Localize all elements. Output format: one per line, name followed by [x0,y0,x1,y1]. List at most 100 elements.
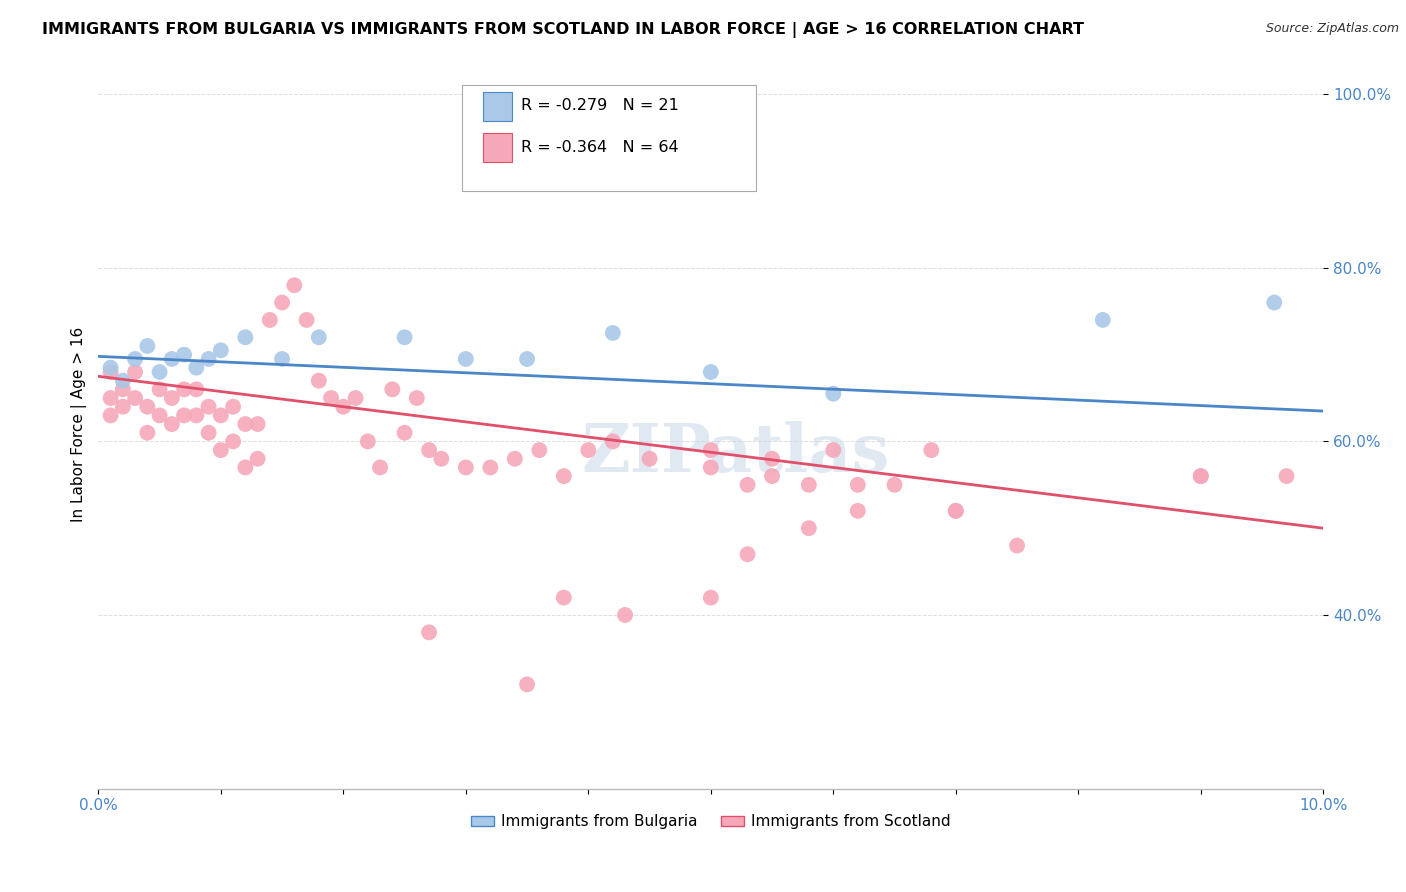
Point [553,591,575,605]
FancyBboxPatch shape [484,133,512,162]
Point [614,607,637,622]
Point [271,351,294,366]
Point [1275,469,1298,483]
Point [700,591,723,605]
Text: R = -0.364   N = 64: R = -0.364 N = 64 [522,139,679,154]
Point [823,443,845,458]
Point [638,451,661,466]
Y-axis label: In Labor Force | Age > 16: In Labor Force | Age > 16 [72,326,87,522]
Point [209,409,232,423]
Point [700,460,723,475]
Point [454,351,477,366]
Point [1091,313,1114,327]
Point [503,451,526,466]
Point [846,478,869,492]
Point [602,434,624,449]
Point [209,343,232,358]
Point [136,339,159,353]
Point [357,434,380,449]
Point [823,386,845,401]
Point [553,469,575,483]
Point [233,460,256,475]
Point [173,382,195,396]
Point [160,391,183,405]
Point [197,351,219,366]
Point [136,400,159,414]
Point [160,351,183,366]
Point [883,478,905,492]
Point [295,313,318,327]
Point [761,469,783,483]
Point [111,382,134,396]
Point [344,391,367,405]
Point [100,391,122,405]
Point [111,374,134,388]
Point [920,443,942,458]
Text: Source: ZipAtlas.com: Source: ZipAtlas.com [1265,22,1399,36]
Point [576,443,599,458]
Point [233,417,256,431]
Point [149,409,172,423]
Point [308,374,330,388]
Point [149,382,172,396]
Point [186,382,208,396]
Point [100,360,122,375]
Point [368,460,391,475]
Point [418,625,440,640]
Point [246,417,269,431]
Point [700,365,723,379]
Point [418,443,440,458]
Point [149,365,172,379]
Point [124,365,146,379]
Point [209,443,232,458]
Point [454,460,477,475]
Point [259,313,281,327]
Point [186,360,208,375]
Point [430,451,453,466]
Point [797,478,820,492]
Point [602,326,624,340]
Point [405,391,427,405]
Point [332,400,354,414]
Point [136,425,159,440]
Legend: Immigrants from Bulgaria, Immigrants from Scotland: Immigrants from Bulgaria, Immigrants fro… [464,808,957,836]
Point [100,409,122,423]
Point [160,417,183,431]
Point [945,504,967,518]
Point [761,451,783,466]
Point [186,409,208,423]
Point [233,330,256,344]
Point [945,504,967,518]
Point [222,434,245,449]
Point [283,278,305,293]
Point [1189,469,1212,483]
Point [173,348,195,362]
Point [394,330,416,344]
Point [516,351,538,366]
Point [1189,469,1212,483]
Point [100,365,122,379]
Text: ZIPatlas: ZIPatlas [581,421,890,486]
Point [737,547,759,561]
Point [111,400,134,414]
FancyBboxPatch shape [484,92,512,120]
Point [124,351,146,366]
Point [197,400,219,414]
Point [308,330,330,344]
Point [529,443,551,458]
Point [222,400,245,414]
Point [1005,539,1028,553]
Point [319,391,342,405]
FancyBboxPatch shape [463,85,756,191]
Point [846,504,869,518]
Point [516,677,538,691]
Point [394,425,416,440]
Point [381,382,404,396]
Text: R = -0.279   N = 21: R = -0.279 N = 21 [522,98,679,113]
Point [700,443,723,458]
Point [173,409,195,423]
Point [124,391,146,405]
Point [246,451,269,466]
Point [197,425,219,440]
Point [737,478,759,492]
